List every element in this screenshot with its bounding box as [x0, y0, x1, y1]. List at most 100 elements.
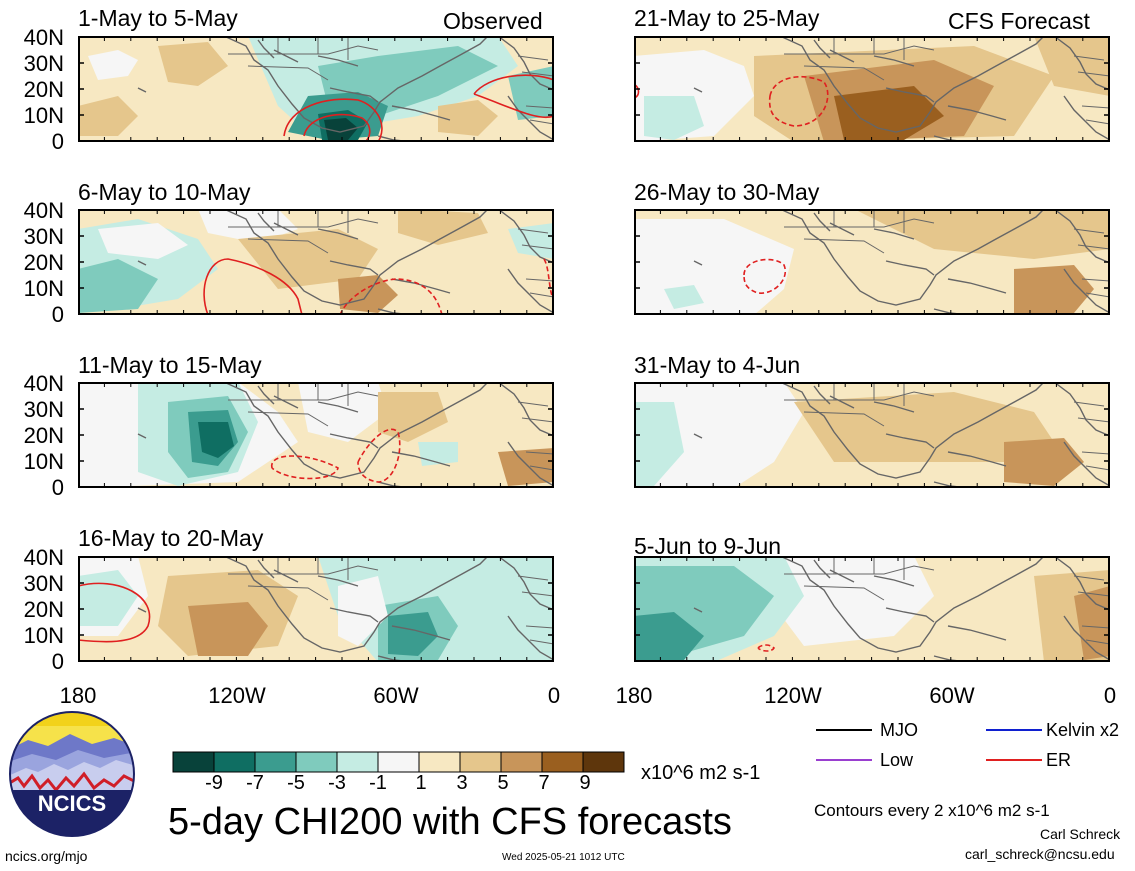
coastline: [885, 87, 935, 103]
border-line: [1081, 625, 1110, 629]
border-line: [1081, 278, 1110, 282]
coastline: [329, 260, 379, 276]
border-line: [529, 292, 554, 298]
coastline: [873, 55, 915, 67]
legend-mjo-label: MJO: [880, 720, 918, 740]
er-contour: [283, 98, 383, 142]
border-line: [803, 411, 885, 427]
shading-region: [158, 42, 228, 86]
shading-layer: [78, 556, 554, 662]
map-panel-8: [634, 556, 1110, 662]
panel-title-1: 1-May to 5-May: [78, 5, 238, 31]
border-line: [1077, 591, 1110, 597]
shading-region: [88, 50, 138, 80]
shading-region: [854, 209, 1110, 259]
border-line: [529, 639, 554, 645]
border-line: [521, 244, 554, 250]
coastline: [137, 87, 147, 93]
coastline-layer: [693, 556, 1110, 662]
border-line: [1077, 244, 1110, 250]
coastline: [317, 401, 359, 413]
coastline: [329, 87, 379, 103]
site-url: ncics.org/mjo: [5, 848, 88, 864]
shading-layer: [634, 209, 1110, 315]
legend-er: [986, 750, 1042, 775]
lat-label: 40N: [23, 25, 64, 50]
colorbar-label: -7: [246, 772, 264, 794]
lon-label-left: 180: [59, 683, 97, 708]
border-line: [525, 451, 554, 455]
coastline: [779, 36, 1045, 133]
coastline: [391, 625, 451, 641]
border-line: [1085, 292, 1110, 298]
shading-region: [634, 402, 684, 486]
author: Carl Schreck: [1040, 826, 1121, 842]
coastline: [317, 575, 359, 587]
colorbar-swatch: [541, 751, 584, 773]
lat-label: 40N: [23, 545, 64, 570]
border-line: [525, 625, 554, 629]
border-line: [1081, 105, 1110, 109]
panel-title-7: 16-May to 20-May: [78, 525, 264, 551]
coastline: [813, 559, 831, 579]
shading-region: [388, 612, 438, 656]
coastline: [1053, 382, 1110, 437]
coastline: [391, 105, 451, 121]
legend-kelvin: [986, 720, 1042, 745]
er-contour: [203, 258, 303, 315]
coastline: [813, 212, 831, 232]
shading-region: [498, 448, 554, 486]
map-svg-6: [634, 382, 1110, 488]
lat-label: 10N: [23, 623, 64, 648]
border-line: [247, 585, 329, 601]
colorbar-units: x10^6 m2 s-1: [641, 762, 761, 784]
coastline: [223, 36, 489, 133]
tick-layer: [634, 36, 1110, 142]
border-line: [529, 119, 554, 125]
border-line: [803, 585, 885, 601]
coastline: [947, 625, 1007, 641]
contour-note: Contours every 2 x10^6 m2 s-1: [814, 801, 1050, 820]
shading-layer: [78, 209, 554, 315]
border-line: [525, 278, 554, 282]
lat-label: 20N: [23, 77, 64, 102]
shading-region: [324, 118, 358, 140]
coastline: [779, 382, 1045, 479]
map-panel-7: [78, 556, 554, 662]
coastline-layer: [137, 382, 554, 488]
lon-label-left: 0: [547, 683, 561, 708]
border-line: [521, 417, 554, 423]
coastline: [137, 433, 147, 439]
shading-layer: [78, 382, 554, 488]
coastline-layer: [693, 209, 1110, 315]
coastline: [873, 228, 915, 240]
coastline: [885, 607, 935, 623]
map-svg-8: [634, 556, 1110, 662]
lat-label: 0: [51, 129, 64, 154]
shading-region: [438, 100, 498, 136]
coastline: [223, 556, 489, 653]
tick-layer: [78, 209, 554, 315]
contour-layer: [743, 258, 787, 294]
border-line: [521, 71, 554, 77]
map-svg-7: [78, 556, 554, 662]
er-line-icon: [986, 759, 1042, 761]
coastline: [137, 260, 147, 266]
colorbar-swatch: [418, 751, 461, 773]
coastline: [507, 615, 554, 661]
coastline: [779, 556, 1045, 653]
coastline-layer: [693, 382, 1110, 488]
er-contour: [339, 278, 443, 315]
map-svg-5: [78, 382, 554, 488]
colorbar-label: -1: [369, 772, 387, 794]
colorbar-swatch: [254, 751, 297, 773]
panel-title-8: 5-Jun to 9-Jun: [634, 533, 782, 559]
map-svg-4: [634, 209, 1110, 315]
border-line: [247, 411, 329, 427]
lat-label: 0: [51, 475, 64, 500]
coastline-layer: [693, 36, 1110, 142]
shading-region: [198, 422, 234, 458]
panel-title-2: 21-May to 25-May: [634, 5, 820, 31]
coastline: [507, 441, 554, 487]
shading-layer: [78, 36, 554, 142]
